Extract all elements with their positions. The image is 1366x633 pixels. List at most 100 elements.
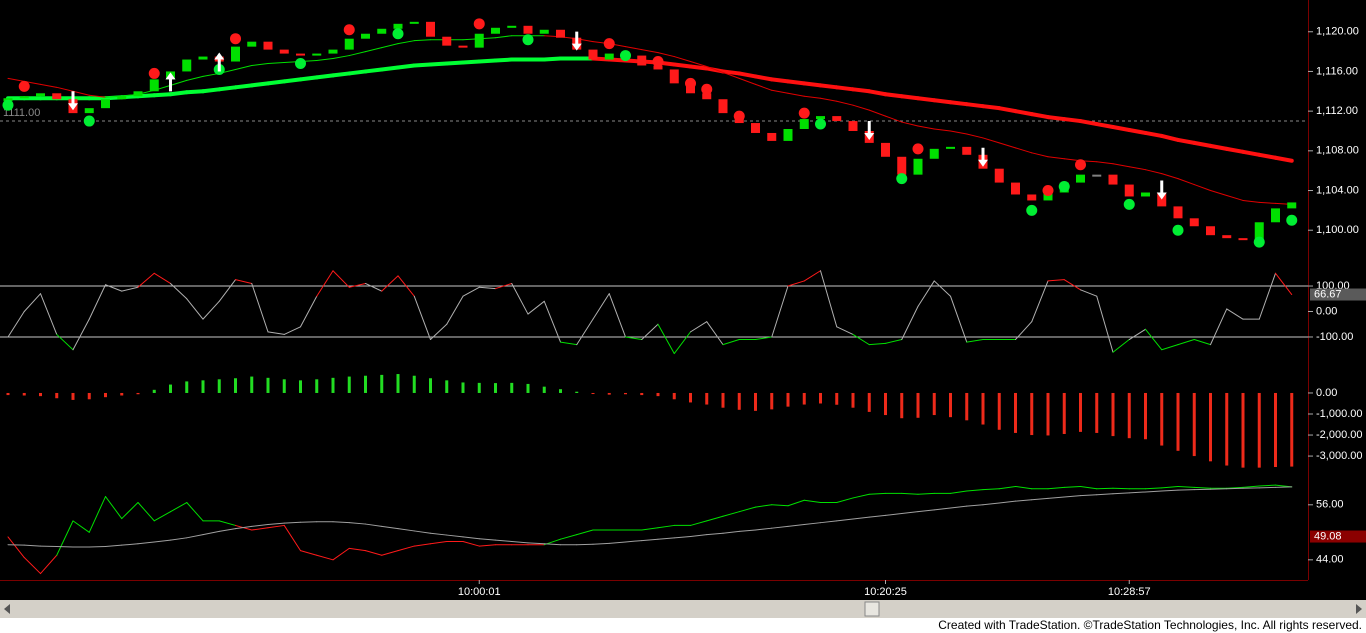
line-segment: [1015, 321, 1033, 341]
line-segment: [40, 554, 58, 575]
histogram-bar: [282, 379, 286, 393]
line-segment: [1161, 489, 1179, 492]
line-segment: [170, 537, 188, 541]
value-box-label: 66.67: [1314, 288, 1342, 300]
candle: [523, 25, 533, 34]
line-segment: [1226, 486, 1244, 489]
line-segment: [964, 102, 985, 109]
line-segment: [932, 98, 953, 105]
histogram-bar: [1079, 392, 1082, 432]
line-segment: [348, 547, 366, 552]
line-segment: [298, 75, 319, 82]
line-segment: [1111, 125, 1132, 132]
line-segment: [1145, 169, 1163, 175]
signal-dot: [733, 110, 745, 122]
line-segment: [1031, 497, 1049, 501]
line-segment: [753, 74, 774, 82]
line-segment: [1161, 485, 1179, 489]
signal-dot: [1253, 236, 1265, 248]
line-segment: [121, 286, 139, 292]
histogram-bar: [932, 392, 936, 416]
line-segment: [836, 326, 854, 335]
line-segment: [235, 64, 253, 70]
scrollbar[interactable]: [0, 600, 1366, 618]
line-segment: [966, 489, 984, 492]
histogram-bar: [705, 392, 709, 405]
candle: [994, 168, 1004, 183]
line-segment: [998, 485, 1016, 490]
histogram-bar: [87, 392, 91, 400]
scroll-thumb[interactable]: [864, 601, 880, 617]
line-segment: [787, 280, 805, 287]
y-tick-label: 1,112.00: [1316, 105, 1358, 117]
line-segment: [657, 524, 675, 529]
candle: [507, 25, 517, 28]
line-segment: [1176, 137, 1197, 145]
line-segment: [184, 89, 205, 95]
histogram-bar: [494, 383, 497, 393]
line-segment: [40, 293, 58, 335]
histogram-bar: [981, 392, 985, 425]
candle: [442, 36, 452, 46]
line-segment: [218, 520, 236, 526]
histogram-bar: [624, 392, 627, 395]
histogram-bar: [331, 377, 335, 393]
line-segment: [446, 534, 464, 538]
line-segment: [283, 326, 301, 335]
line-segment: [365, 47, 383, 53]
line-segment: [690, 321, 708, 333]
down-arrow: [864, 120, 875, 140]
y-tick-label: 1,100.00: [1316, 224, 1359, 236]
scroll-right[interactable]: [1356, 604, 1362, 614]
line-segment: [170, 79, 188, 86]
histogram-bar: [477, 382, 481, 393]
line-segment: [982, 488, 1000, 491]
signal-dot: [1042, 185, 1054, 197]
line-segment: [851, 87, 872, 94]
histogram-bar: [315, 379, 319, 393]
line-segment: [347, 69, 368, 76]
histogram-bar: [1144, 392, 1147, 440]
line-segment: [7, 311, 25, 338]
line-segment: [527, 542, 545, 545]
line-segment: [867, 89, 888, 97]
signal-dot: [652, 56, 664, 68]
line-segment: [1210, 308, 1228, 346]
histogram-bar: [867, 392, 871, 412]
line-segment: [1192, 140, 1213, 148]
line-segment: [23, 557, 41, 575]
candle: [393, 23, 403, 29]
candle: [1189, 218, 1199, 227]
line-segment: [641, 49, 659, 54]
line-segment: [981, 104, 1002, 111]
y-tick-label: 1,104.00: [1316, 184, 1359, 196]
signal-dot: [295, 58, 306, 70]
histogram-bar: [672, 392, 676, 400]
line-segment: [381, 43, 399, 49]
histogram-bar: [1241, 392, 1245, 468]
histogram-bar: [1095, 392, 1099, 433]
candle: [279, 49, 289, 54]
candle: [1043, 192, 1053, 201]
candle: [19, 96, 29, 99]
line-segment: [690, 61, 708, 67]
signal-dot: [392, 28, 404, 40]
candle: [539, 29, 549, 34]
candle: [101, 99, 110, 109]
line-segment: [56, 520, 74, 556]
histogram-bar: [819, 392, 822, 404]
candle: [247, 41, 257, 47]
candle: [361, 33, 370, 39]
reference-label: 1111.00: [3, 107, 40, 119]
line-segment: [1047, 496, 1065, 499]
scroll-left[interactable]: [4, 604, 10, 614]
histogram-bar: [656, 392, 660, 397]
signal-dot: [701, 83, 713, 95]
histogram-bar: [461, 382, 465, 393]
line-segment: [1031, 152, 1049, 158]
line-segment: [901, 492, 919, 495]
histogram-bar: [1257, 392, 1261, 468]
line-segment: [251, 282, 269, 333]
